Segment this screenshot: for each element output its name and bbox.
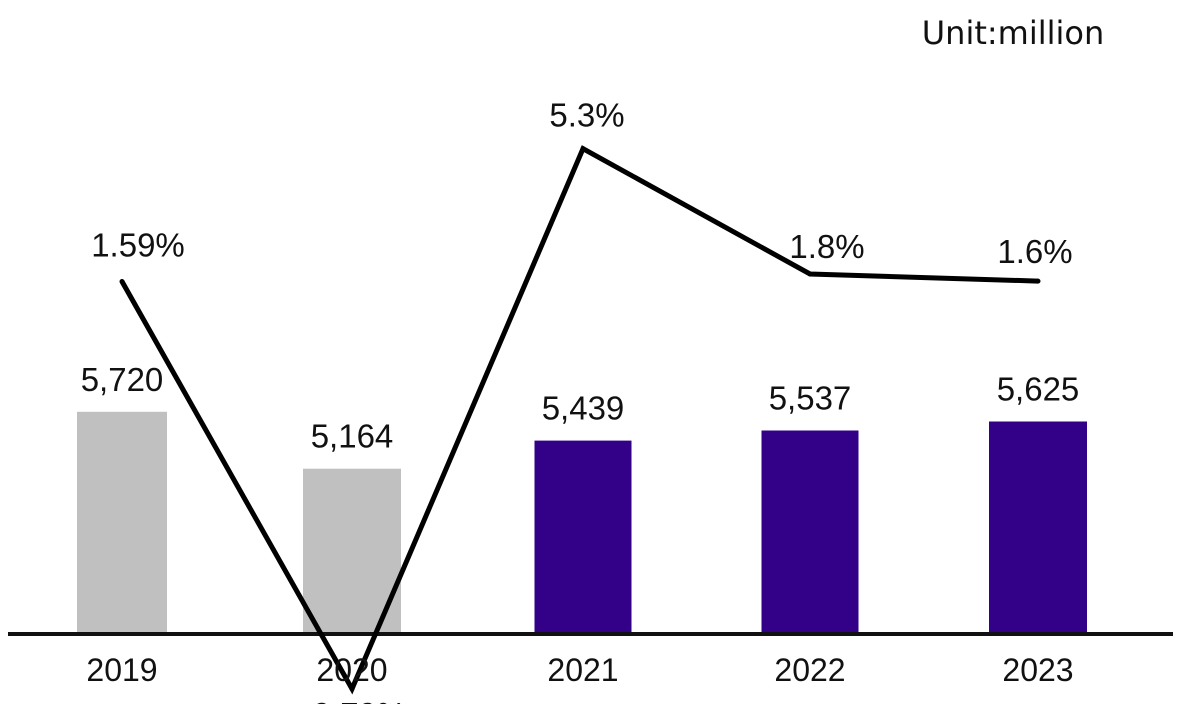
bar-value-label-2023: 5,625 (997, 371, 1080, 408)
bar-value-label-2022: 5,537 (769, 380, 852, 417)
bar-2019 (77, 411, 167, 634)
x-tick-label-2023: 2023 (1002, 652, 1073, 688)
growth-point-2021 (580, 146, 586, 152)
unit-label: Unit:million (922, 14, 1105, 52)
growth-label-2020: -9.79% (302, 696, 407, 704)
growth-label-2021: 5.3% (549, 97, 624, 134)
x-tick-label-2019: 2019 (86, 652, 157, 688)
growth-label-2019: 1.59% (91, 227, 185, 264)
growth-label-2023: 1.6% (997, 233, 1072, 270)
bar-2022 (761, 430, 859, 634)
growth-point-2019 (119, 279, 125, 284)
bar-2023 (989, 421, 1087, 634)
x-tick-label-2022: 2022 (774, 652, 845, 688)
bars-layer (77, 411, 1087, 634)
labels-layer: 5,720 5,164 5,439 5,537 5,625 2019 2020 2021 202… (81, 97, 1080, 704)
growth-line-layer (119, 145, 1041, 695)
growth-point-2020 (349, 686, 355, 692)
bar-2021 (534, 440, 632, 634)
bar-value-label-2020: 5,164 (311, 418, 394, 455)
growth-point-2022 (807, 271, 813, 277)
x-tick-label-2021: 2021 (547, 652, 618, 688)
growth-label-2022: 1.8% (789, 228, 864, 265)
bar-value-label-2021: 5,439 (542, 390, 625, 427)
bar-value-label-2019: 5,720 (81, 361, 164, 398)
growth-point-2023 (1035, 278, 1041, 284)
x-tick-label-2020: 2020 (316, 652, 387, 688)
